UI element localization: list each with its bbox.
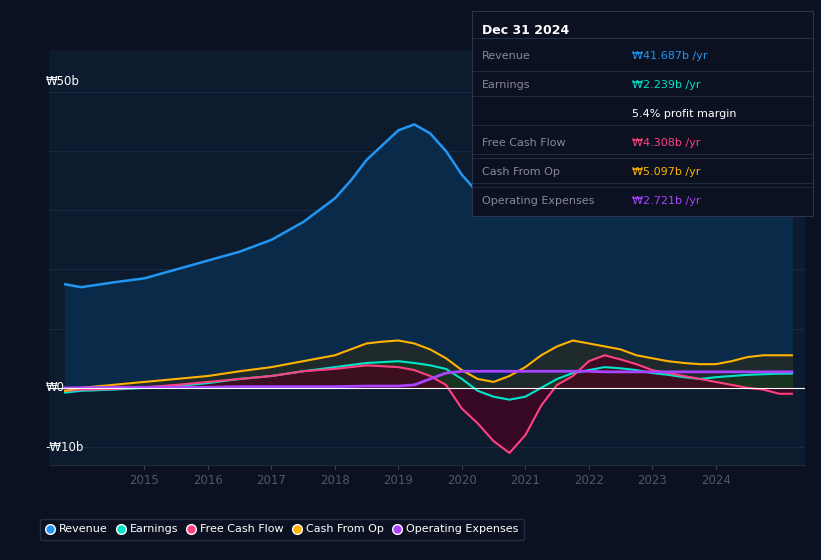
Text: ₩4.308b /yr: ₩4.308b /yr bbox=[632, 138, 700, 148]
Text: Operating Expenses: Operating Expenses bbox=[482, 196, 594, 206]
Text: ₩0: ₩0 bbox=[45, 381, 65, 394]
Text: Revenue: Revenue bbox=[482, 52, 530, 62]
Text: ₩2.721b /yr: ₩2.721b /yr bbox=[632, 196, 700, 206]
Text: Dec 31 2024: Dec 31 2024 bbox=[482, 24, 569, 36]
Text: Earnings: Earnings bbox=[482, 81, 530, 90]
Text: 5.4% profit margin: 5.4% profit margin bbox=[632, 109, 736, 119]
Text: ₩5.097b /yr: ₩5.097b /yr bbox=[632, 167, 700, 177]
Text: Free Cash Flow: Free Cash Flow bbox=[482, 138, 566, 148]
Text: ₩2.239b /yr: ₩2.239b /yr bbox=[632, 81, 700, 90]
Text: Cash From Op: Cash From Op bbox=[482, 167, 560, 177]
Text: -₩10b: -₩10b bbox=[45, 441, 84, 454]
Legend: Revenue, Earnings, Free Cash Flow, Cash From Op, Operating Expenses: Revenue, Earnings, Free Cash Flow, Cash … bbox=[39, 519, 524, 540]
Text: ₩41.687b /yr: ₩41.687b /yr bbox=[632, 52, 708, 62]
Text: ₩50b: ₩50b bbox=[45, 74, 80, 88]
